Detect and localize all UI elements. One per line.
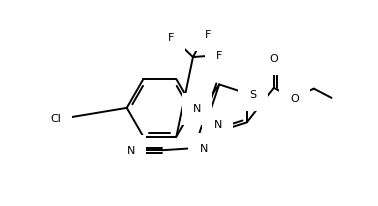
Text: N: N — [200, 144, 208, 154]
Text: Cl: Cl — [50, 114, 61, 124]
Text: O: O — [270, 54, 278, 64]
Text: S: S — [249, 90, 257, 100]
Text: F: F — [167, 33, 174, 43]
Text: N: N — [214, 120, 222, 130]
Text: N: N — [193, 104, 201, 114]
Text: F: F — [216, 51, 222, 61]
Text: F: F — [204, 30, 211, 40]
Text: O: O — [290, 94, 299, 104]
Text: N: N — [126, 146, 135, 156]
